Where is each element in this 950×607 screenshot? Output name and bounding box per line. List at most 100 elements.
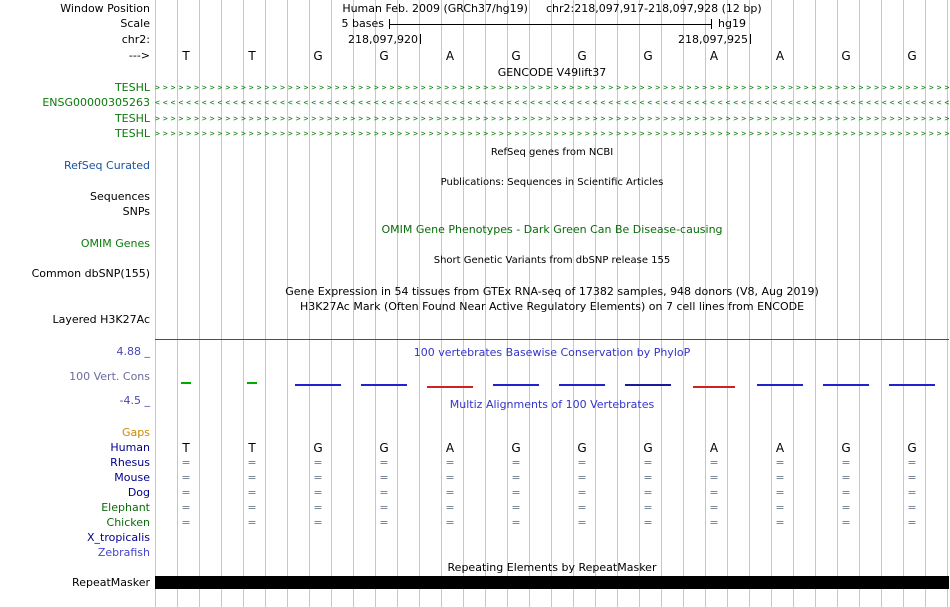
alignment-match: = <box>445 486 455 499</box>
alignment-match: = <box>511 456 521 469</box>
ruler-base: A <box>445 49 455 63</box>
cons-scale-min: -4.5 _ <box>119 394 150 407</box>
track-title-h3k27ac[interactable]: H3K27Ac Mark (Often Found Near Active Re… <box>299 300 805 313</box>
alignment-base: A <box>709 441 719 455</box>
gene-transcript-row-fwd[interactable]: >>>>>>>>>>>>>>>>>>>>>>>>>>>>>>>>>>>>>>>>… <box>155 114 949 123</box>
alignment-match: = <box>841 471 851 484</box>
alignment-match: = <box>709 456 719 469</box>
gene-transcript-row-fwd[interactable]: >>>>>>>>>>>>>>>>>>>>>>>>>>>>>>>>>>>>>>>>… <box>155 129 949 138</box>
phylop-bar <box>493 384 539 386</box>
alignment-match: = <box>841 516 851 529</box>
track-title-gtex[interactable]: Gene Expression in 54 tissues from GTEx … <box>285 285 819 298</box>
track-title-omim[interactable]: OMIM Gene Phenotypes - Dark Green Can Be… <box>381 223 723 236</box>
alignment-match: = <box>313 471 323 484</box>
alignment-row-dog: = = = = = = = = = = = = <box>155 486 949 500</box>
gene-transcript-row-fwd[interactable]: >>>>>>>>>>>>>>>>>>>>>>>>>>>>>>>>>>>>>>>>… <box>155 83 949 92</box>
track-label-common-dbsnp[interactable]: Common dbSNP(155) <box>31 267 150 280</box>
species-label-x_tropicalis[interactable]: X_tropicalis <box>86 531 150 544</box>
track-title-dbsnp[interactable]: Short Genetic Variants from dbSNP releas… <box>433 255 671 266</box>
alignment-base: G <box>841 441 851 455</box>
alignment-match: = <box>181 486 191 499</box>
gene-label-teshl[interactable]: TESHL <box>114 127 150 140</box>
alignment-match: = <box>247 516 257 529</box>
alignment-match: = <box>379 486 389 499</box>
track-label-sequences[interactable]: Sequences <box>90 190 150 203</box>
alignment-match: = <box>313 516 323 529</box>
alignment-match: = <box>643 486 653 499</box>
species-label-chicken[interactable]: Chicken <box>106 516 150 529</box>
alignment-match: = <box>709 501 719 514</box>
ruler-base: G <box>313 49 323 63</box>
species-label-dog[interactable]: Dog <box>127 486 150 499</box>
track-label-layered-h3k27ac[interactable]: Layered H3K27Ac <box>52 313 150 326</box>
alignment-match: = <box>775 501 785 514</box>
species-label-human[interactable]: Human <box>110 441 150 454</box>
alignment-row-elephant: = = = = = = = = = = = = <box>155 501 949 515</box>
scale-ruler-left-tick <box>389 19 390 29</box>
position-title: chr2:218,097,917-218,097,928 (12 bp) <box>545 2 762 15</box>
alignment-match: = <box>181 456 191 469</box>
alignment-match: = <box>313 486 323 499</box>
alignment-match: = <box>577 471 587 484</box>
alignment-base: T <box>248 441 256 455</box>
track-title-refseq[interactable]: RefSeq genes from NCBI <box>490 147 614 158</box>
alignment-match: = <box>709 471 719 484</box>
track-label-repeatmasker[interactable]: RepeatMasker <box>72 576 150 589</box>
alignment-row-rhesus: = = = = = = = = = = = = <box>155 456 949 470</box>
label-strand-direction[interactable]: ---> <box>128 49 150 62</box>
alignment-match: = <box>511 501 521 514</box>
gene-transcript-row-rev[interactable]: <<<<<<<<<<<<<<<<<<<<<<<<<<<<<<<<<<<<<<<<… <box>155 98 949 107</box>
alignment-match: = <box>907 456 917 469</box>
track-label-refseq-curated[interactable]: RefSeq Curated <box>64 159 150 172</box>
gene-label-teshl[interactable]: TESHL <box>114 81 150 94</box>
alignment-match: = <box>907 516 917 529</box>
cons-scale-max: 4.88 _ <box>116 345 151 358</box>
alignment-match: = <box>775 456 785 469</box>
repeatmasker-element-bar[interactable] <box>155 576 949 589</box>
ruler-base: G <box>511 49 521 63</box>
coordinate-left: 218,097,920 <box>348 33 418 46</box>
alignment-base: G <box>379 441 389 455</box>
coordinate-left-tick <box>420 34 421 44</box>
alignment-match: = <box>379 471 389 484</box>
ruler-base: T <box>182 49 190 63</box>
species-label-elephant[interactable]: Elephant <box>101 501 150 514</box>
alignment-row-mouse: = = = = = = = = = = = = <box>155 471 949 485</box>
alignment-match: = <box>643 516 653 529</box>
track-title-multiz[interactable]: Multiz Alignments of 100 Vertebrates <box>449 398 655 411</box>
track-label-omim-genes[interactable]: OMIM Genes <box>80 237 150 250</box>
track-title-publications[interactable]: Publications: Sequences in Scientific Ar… <box>440 177 664 188</box>
alignment-match: = <box>247 456 257 469</box>
phylop-bar <box>823 384 869 386</box>
alignment-match: = <box>841 501 851 514</box>
alignment-match: = <box>577 456 587 469</box>
alignment-match: = <box>313 456 323 469</box>
gene-label-ensg00000305263[interactable]: ENSG00000305263 <box>42 96 150 109</box>
alignment-match: = <box>313 501 323 514</box>
alignment-match: = <box>511 471 521 484</box>
alignment-match: = <box>709 486 719 499</box>
track-label-100-vert-cons[interactable]: 100 Vert. Cons <box>69 370 150 383</box>
species-label-zebrafish[interactable]: Zebrafish <box>97 546 150 559</box>
ruler-base: A <box>709 49 719 63</box>
track-title-repeatmasker[interactable]: Repeating Elements by RepeatMasker <box>447 561 657 574</box>
alignment-match: = <box>577 516 587 529</box>
ruler-base: G <box>643 49 653 63</box>
alignment-base: G <box>511 441 521 455</box>
alignment-base: A <box>445 441 455 455</box>
species-label-mouse[interactable]: Mouse <box>114 471 150 484</box>
h3k27ac-baseline <box>155 339 949 340</box>
track-title-phylop[interactable]: 100 vertebrates Basewise Conservation by… <box>413 346 691 359</box>
ruler-base: G <box>577 49 587 63</box>
alignment-row-x_tropicalis <box>155 531 949 545</box>
track-title-gencode[interactable]: GENCODE V49lift37 <box>497 66 607 79</box>
alignment-match: = <box>643 501 653 514</box>
species-label-rhesus[interactable]: Rhesus <box>110 456 150 469</box>
alignment-match: = <box>775 471 785 484</box>
gene-label-teshl[interactable]: TESHL <box>114 112 150 125</box>
alignment-base: G <box>577 441 587 455</box>
track-label-gaps[interactable]: Gaps <box>122 426 150 439</box>
window-position-header: Human Feb. 2009 (GRCh37/hg19) chr2:218,0… <box>155 2 949 15</box>
track-label-snps[interactable]: SNPs <box>122 205 150 218</box>
